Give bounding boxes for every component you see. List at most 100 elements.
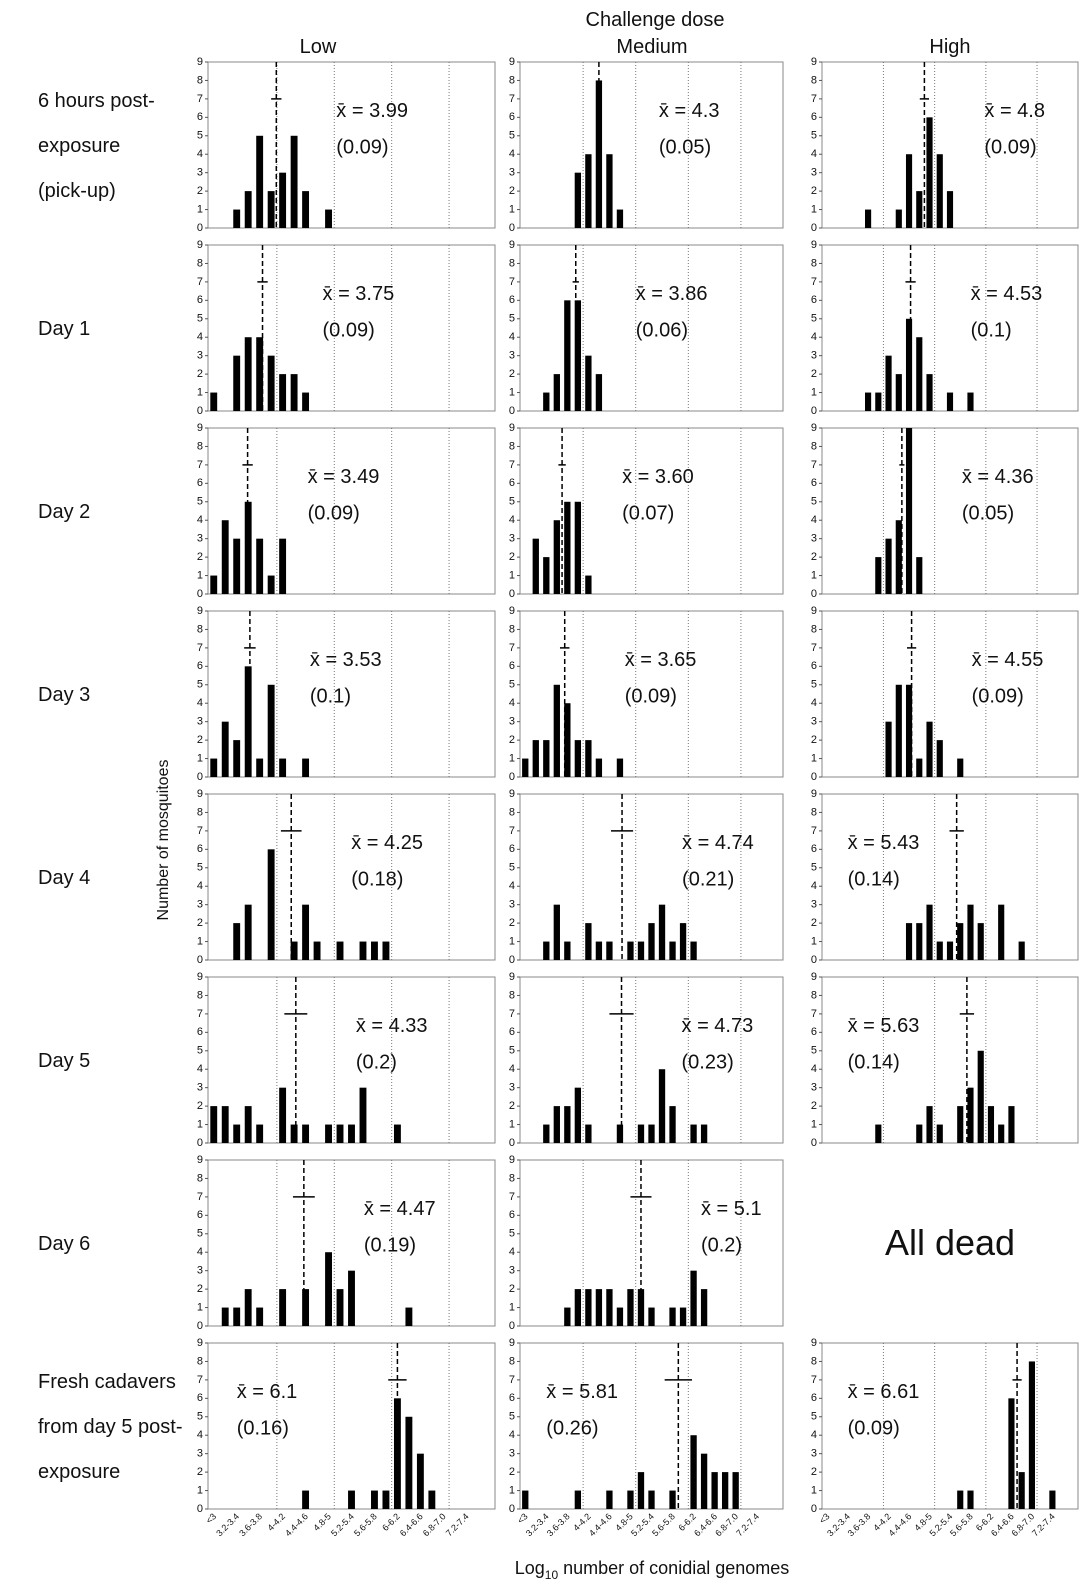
empty-panel-label: All dead (885, 1222, 1015, 1263)
bar (233, 355, 241, 411)
se-label: (0.06) (636, 319, 688, 341)
bar (564, 1307, 571, 1326)
mean-label: x̄ = 3.53 (310, 649, 382, 671)
x-tick-label: 6.4-6.6 (398, 1511, 425, 1538)
y-tick-label: 4 (197, 331, 203, 343)
bar (543, 941, 550, 960)
bar (711, 1472, 718, 1509)
mean-label: x̄ = 4.53 (971, 283, 1043, 305)
y-tick-label: 1 (509, 1118, 515, 1130)
y-tick-label: 3 (811, 899, 817, 911)
panel-frame (207, 244, 496, 412)
bar (721, 1472, 729, 1509)
bar (885, 538, 892, 594)
bar (256, 1307, 264, 1326)
y-tick-label: 4 (509, 697, 515, 709)
bar (658, 904, 666, 960)
y-tick-label: 2 (811, 734, 817, 746)
bar (428, 1490, 436, 1509)
bar (585, 740, 592, 777)
bar (279, 1087, 287, 1143)
x-tick-label: 5.6-5.8 (948, 1511, 975, 1538)
y-tick-label: 1 (509, 935, 515, 947)
y-tick-label: 9 (197, 788, 203, 800)
bar (382, 1490, 390, 1509)
y-tick-label: 3 (509, 350, 515, 362)
bar (957, 1106, 964, 1143)
mean-label: x̄ = 3.75 (323, 283, 395, 305)
bar (543, 557, 550, 594)
y-tick-label: 4 (197, 880, 203, 892)
y-tick-label: 3 (509, 167, 515, 179)
bar (936, 740, 943, 777)
se-label: (0.05) (962, 502, 1014, 524)
x-tick-label: 7.2-7.4 (734, 1511, 761, 1538)
y-tick-label: 8 (509, 440, 515, 452)
y-tick-label: 7 (509, 1191, 515, 1203)
bar (732, 1472, 739, 1509)
bar (957, 758, 964, 777)
bar (564, 501, 571, 594)
bar (348, 1270, 355, 1326)
y-tick-label: 1 (811, 752, 817, 764)
y-axis-label: Number of mosquitoes (155, 760, 172, 921)
x-label-text: Log (515, 1558, 545, 1578)
y-tick-label: 9 (509, 971, 515, 983)
bar (348, 1490, 355, 1509)
y-tick-label: 8 (197, 1355, 203, 1367)
bar (895, 684, 902, 777)
bar (669, 1106, 676, 1143)
bar (371, 941, 378, 960)
y-tick-label: 6 (509, 660, 515, 672)
y-tick-label: 5 (509, 679, 515, 691)
x-axis-label: Log10 number of conidial genomes (515, 1558, 790, 1582)
bar (244, 191, 252, 228)
y-tick-label: 2 (509, 917, 515, 929)
y-tick-label: 9 (811, 56, 817, 68)
bar (637, 941, 645, 960)
bar (690, 1124, 697, 1143)
mean-label: x̄ = 5.1 (701, 1198, 762, 1220)
y-tick-label: 3 (811, 350, 817, 362)
bar (267, 849, 275, 960)
y-tick-label: 7 (509, 276, 515, 288)
y-tick-label: 6 (197, 1392, 203, 1404)
bar (627, 1490, 634, 1509)
y-tick-label: 9 (509, 239, 515, 251)
y-tick-label: 3 (197, 899, 203, 911)
bar (290, 135, 298, 228)
bar (700, 1453, 708, 1509)
y-tick-label: 4 (509, 148, 515, 160)
y-tick-label: 6 (509, 294, 515, 306)
y-tick-label: 0 (509, 1320, 515, 1332)
bar (359, 941, 367, 960)
bar (905, 154, 913, 228)
bar (221, 520, 229, 594)
bar (690, 1270, 697, 1326)
se-label: (0.07) (622, 502, 674, 524)
bar (637, 1472, 645, 1509)
bar (233, 1307, 241, 1326)
y-tick-label: 0 (197, 405, 203, 417)
panel-frame (519, 244, 784, 412)
y-tick-label: 7 (197, 1008, 203, 1020)
y-tick-label: 7 (197, 825, 203, 837)
x-tick-label: <3 (817, 1511, 831, 1525)
y-tick-label: 2 (197, 734, 203, 746)
bar (669, 1490, 676, 1509)
bar (233, 1124, 241, 1143)
bar (916, 337, 923, 411)
bar (957, 1490, 964, 1509)
y-tick-label: 4 (509, 331, 515, 343)
x-tick-label: 4.4-4.6 (283, 1511, 310, 1538)
bar (336, 1124, 344, 1143)
y-tick-label: 6 (811, 843, 817, 855)
y-tick-label: 6 (811, 111, 817, 123)
bar (606, 154, 613, 228)
bar (585, 575, 592, 594)
bar (905, 428, 913, 594)
y-tick-label: 4 (509, 1429, 515, 1441)
bar (553, 684, 560, 777)
bar (595, 1289, 603, 1326)
y-tick-label: 8 (197, 989, 203, 1001)
